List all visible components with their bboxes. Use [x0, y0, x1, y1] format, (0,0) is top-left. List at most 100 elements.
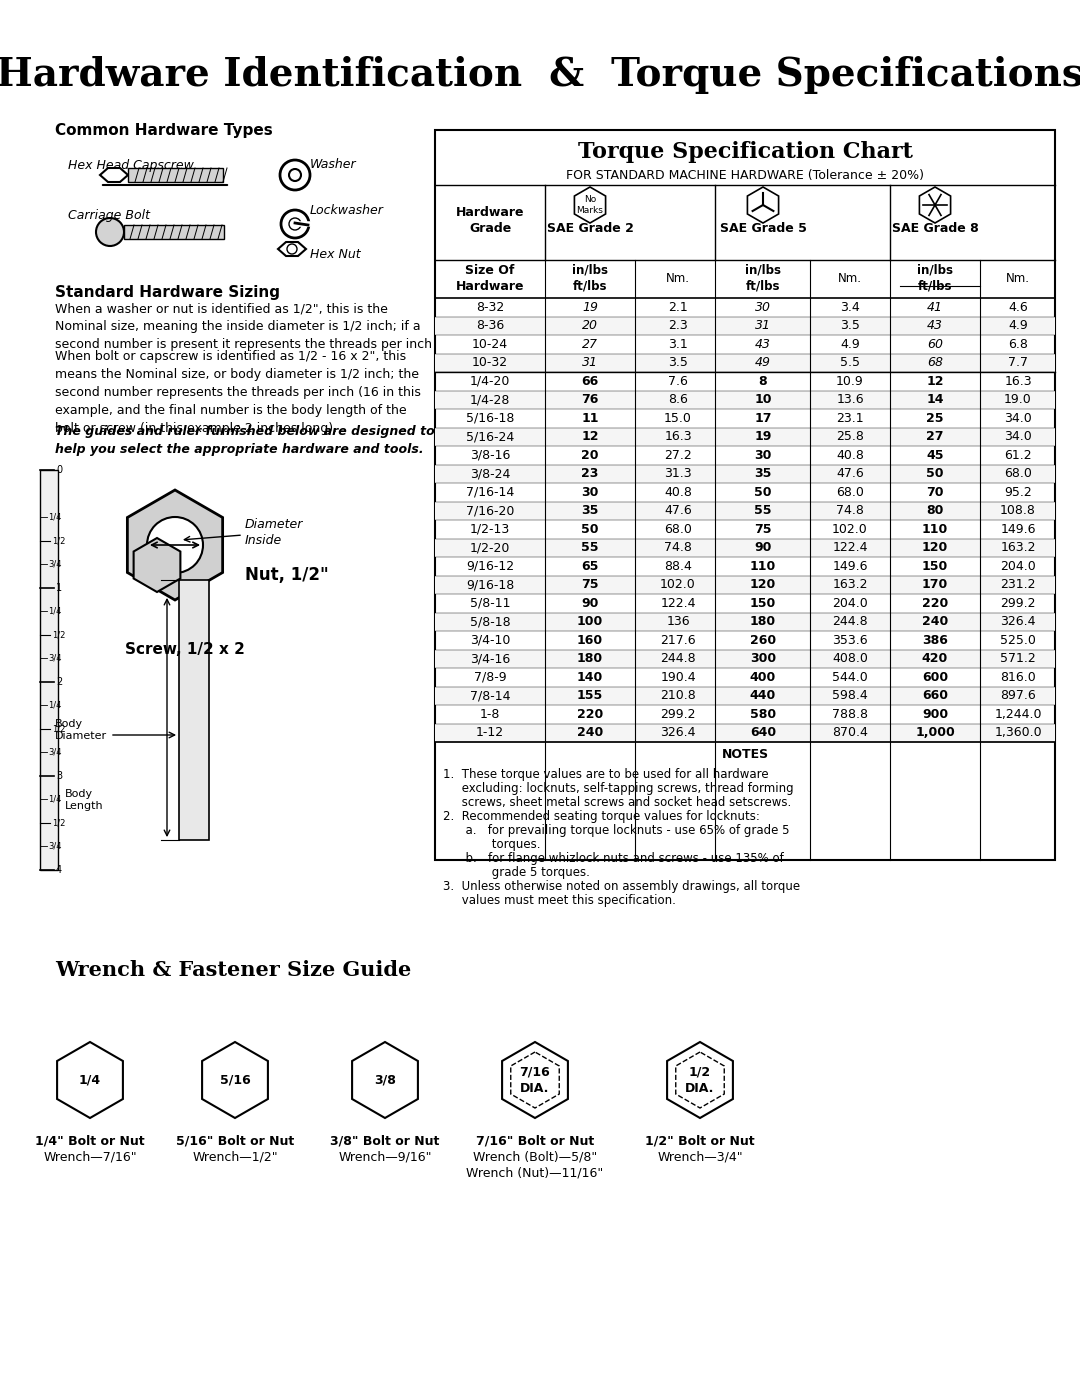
Text: 7/16
DIA.: 7/16 DIA.: [519, 1066, 551, 1094]
Text: 47.6: 47.6: [836, 467, 864, 481]
Text: 2.1: 2.1: [669, 300, 688, 314]
Text: 4: 4: [56, 865, 63, 875]
Text: 17: 17: [754, 412, 772, 425]
Text: 7/8-9: 7/8-9: [474, 671, 507, 683]
Text: Inside: Inside: [245, 534, 282, 546]
Text: Body
Length: Body Length: [65, 789, 104, 812]
Text: 55: 55: [581, 541, 598, 555]
Text: Hardware
Grade: Hardware Grade: [456, 205, 524, 235]
Text: Screw, 1/2 x 2: Screw, 1/2 x 2: [125, 643, 245, 658]
Bar: [435, 724, 1055, 742]
Text: 12: 12: [927, 374, 944, 388]
Text: 23.1: 23.1: [836, 412, 864, 425]
Text: 244.8: 244.8: [660, 652, 696, 665]
Text: 1/2-13: 1/2-13: [470, 522, 510, 536]
Text: 240: 240: [922, 615, 948, 629]
Text: 10-32: 10-32: [472, 356, 508, 369]
Text: 110: 110: [922, 522, 948, 536]
Text: 60: 60: [927, 338, 943, 351]
Text: Nm.: Nm.: [838, 271, 862, 285]
Text: 4.9: 4.9: [1008, 320, 1028, 332]
Text: 5/16-24: 5/16-24: [465, 430, 514, 443]
Text: values must meet this specification.: values must meet this specification.: [443, 894, 676, 907]
Text: 65: 65: [581, 560, 598, 573]
Text: 68: 68: [927, 356, 943, 369]
Bar: [435, 427, 1055, 446]
Text: 34.0: 34.0: [1004, 430, 1031, 443]
Text: 300: 300: [750, 652, 777, 665]
Text: SAE Grade 2: SAE Grade 2: [546, 222, 634, 235]
Text: 25.8: 25.8: [836, 430, 864, 443]
Text: 35: 35: [754, 467, 772, 481]
Text: 897.6: 897.6: [1000, 689, 1036, 703]
Text: a.   for prevailing torque locknuts - use 65% of grade 5: a. for prevailing torque locknuts - use …: [443, 824, 789, 837]
Text: 31: 31: [755, 320, 771, 332]
Text: 108.8: 108.8: [1000, 504, 1036, 517]
Text: 788.8: 788.8: [832, 708, 868, 721]
Bar: [129, 168, 222, 182]
Text: Nm.: Nm.: [1005, 271, 1030, 285]
Text: 3/8-24: 3/8-24: [470, 467, 510, 481]
Text: Carriage Bolt: Carriage Bolt: [68, 208, 150, 222]
Text: 8-32: 8-32: [476, 300, 504, 314]
Text: 5/8-18: 5/8-18: [470, 615, 511, 629]
Text: Nm.: Nm.: [666, 271, 690, 285]
Polygon shape: [127, 490, 222, 599]
Text: 3/8: 3/8: [374, 1073, 396, 1087]
Text: 210.8: 210.8: [660, 689, 696, 703]
Text: 408.0: 408.0: [832, 652, 868, 665]
Text: 95.2: 95.2: [1004, 486, 1031, 499]
Text: 50: 50: [754, 486, 772, 499]
Text: 326.4: 326.4: [660, 726, 696, 739]
Text: grade 5 torques.: grade 5 torques.: [443, 866, 590, 879]
Text: 8-36: 8-36: [476, 320, 504, 332]
Text: 47.6: 47.6: [664, 504, 692, 517]
Text: 2.3: 2.3: [669, 320, 688, 332]
Text: 19.0: 19.0: [1004, 393, 1031, 407]
Text: 49: 49: [755, 356, 771, 369]
Text: Hardware Identification  &  Torque Specifications: Hardware Identification & Torque Specifi…: [0, 56, 1080, 94]
Text: 1-12: 1-12: [476, 726, 504, 739]
Text: When a washer or nut is identified as 1/2", this is the
Nominal size, meaning th: When a washer or nut is identified as 1/…: [55, 302, 432, 351]
Text: 299.2: 299.2: [1000, 597, 1036, 609]
Text: 580: 580: [750, 708, 777, 721]
Text: No
Marks: No Marks: [577, 196, 604, 215]
Circle shape: [147, 517, 203, 573]
Bar: [179, 580, 210, 840]
Text: Hex Nut: Hex Nut: [310, 249, 361, 261]
Text: 149.6: 149.6: [833, 560, 867, 573]
Text: 3/4-10: 3/4-10: [470, 634, 510, 647]
Text: 16.3: 16.3: [664, 430, 692, 443]
Text: 598.4: 598.4: [832, 689, 868, 703]
Text: 1/4: 1/4: [48, 701, 62, 710]
Text: 870.4: 870.4: [832, 726, 868, 739]
Text: 1-8: 1-8: [480, 708, 500, 721]
Bar: [435, 317, 1055, 335]
Text: 1/4: 1/4: [79, 1073, 102, 1087]
Text: Wrench—7/16": Wrench—7/16": [43, 1150, 137, 1162]
Text: 2.  Recommended seating torque values for locknuts:: 2. Recommended seating torque values for…: [443, 810, 760, 823]
Text: Diameter: Diameter: [245, 518, 303, 531]
Text: 816.0: 816.0: [1000, 671, 1036, 683]
Text: 4.9: 4.9: [840, 338, 860, 351]
Text: 3/4-16: 3/4-16: [470, 652, 510, 665]
Text: 100: 100: [577, 615, 603, 629]
Text: 4.6: 4.6: [1008, 300, 1028, 314]
Text: 5.5: 5.5: [840, 356, 860, 369]
Text: 120: 120: [922, 541, 948, 555]
Text: Size Of
Hardware: Size Of Hardware: [456, 264, 524, 292]
Text: 30: 30: [581, 486, 598, 499]
Text: 90: 90: [581, 597, 598, 609]
Text: 27.2: 27.2: [664, 448, 692, 462]
Text: FOR STANDARD MACHINE HARDWARE (Tolerance ± 20%): FOR STANDARD MACHINE HARDWARE (Tolerance…: [566, 169, 924, 182]
Text: Common Hardware Types: Common Hardware Types: [55, 123, 273, 137]
Text: 7/16-20: 7/16-20: [465, 504, 514, 517]
Bar: [435, 391, 1055, 409]
Text: 1,244.0: 1,244.0: [995, 708, 1042, 721]
Text: 66: 66: [581, 374, 598, 388]
Text: 102.0: 102.0: [660, 578, 696, 591]
Text: 1/2: 1/2: [52, 536, 66, 545]
Text: 244.8: 244.8: [833, 615, 868, 629]
Text: 5/8-11: 5/8-11: [470, 597, 510, 609]
Text: Hex Head Capscrew: Hex Head Capscrew: [68, 158, 194, 172]
